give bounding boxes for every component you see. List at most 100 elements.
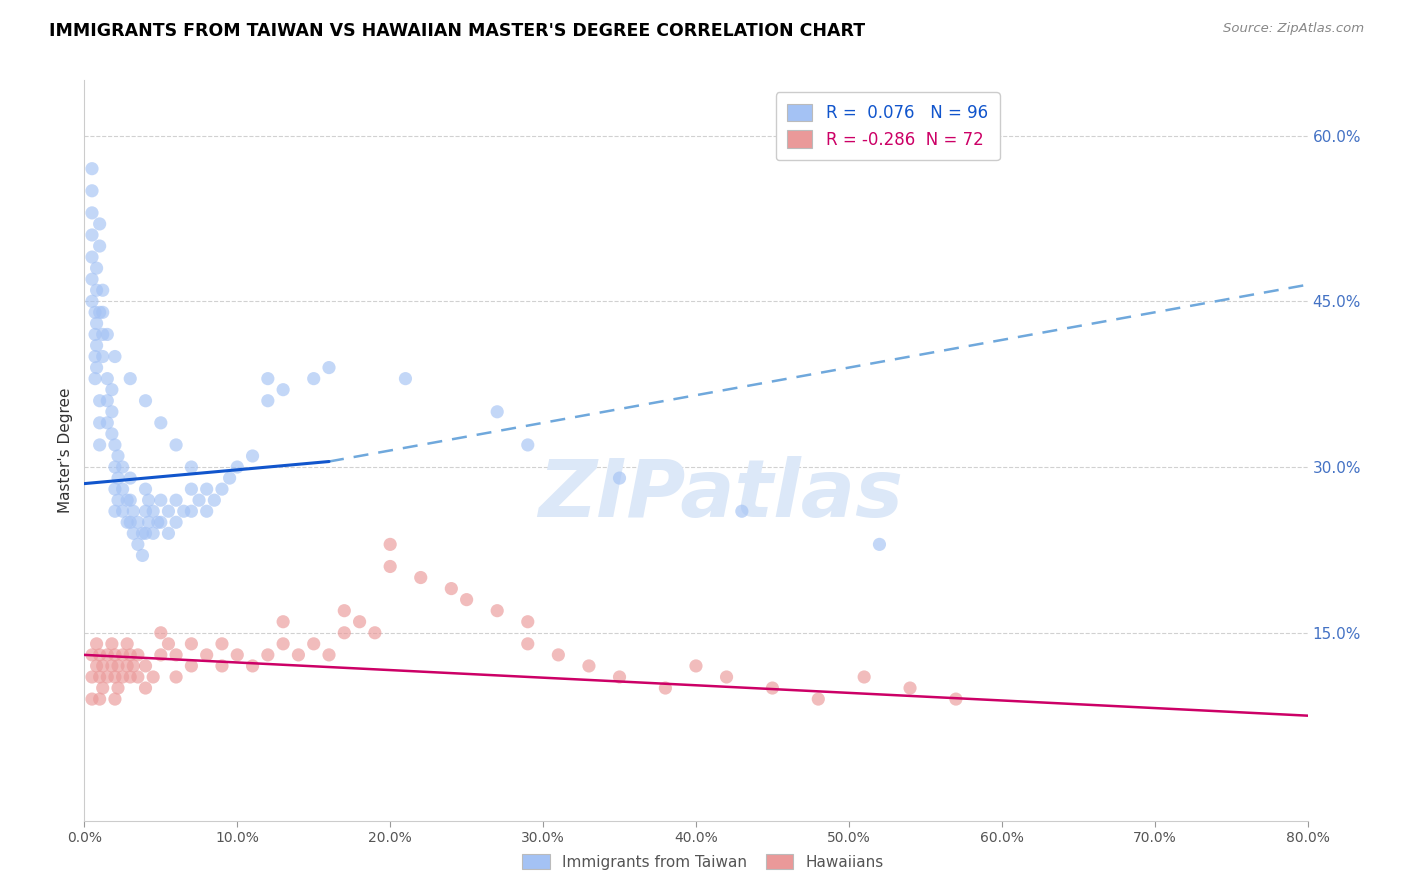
Point [142,504,165,518]
Point [80,272,103,286]
Point [135,504,157,518]
Point [180,460,202,475]
Point [115,659,138,673]
Point [180,659,202,673]
Point [86,659,108,673]
Point [135,659,157,673]
Point [96,327,118,342]
Point [135,393,157,408]
Point [101,383,124,397]
Point [91,283,114,297]
Point [96,371,118,385]
Point [80,670,103,684]
Point [111,648,134,662]
Point [127,648,149,662]
Point [165,670,187,684]
Point [104,648,127,662]
Point [86,338,108,352]
Point [716,670,738,684]
Point [120,371,142,385]
Point [86,261,108,276]
Point [111,670,134,684]
Point [271,383,294,397]
Legend: R =  0.076   N = 96, R = -0.286  N = 72: R = 0.076 N = 96, R = -0.286 N = 72 [776,92,1000,161]
Point [120,471,142,485]
Point [104,482,127,496]
Text: Source: ZipAtlas.com: Source: ZipAtlas.com [1223,22,1364,36]
Point [115,637,138,651]
Point [80,648,103,662]
Point [101,637,124,651]
Point [111,504,134,518]
Point [271,615,294,629]
Point [226,648,249,662]
Point [127,516,149,530]
Point [211,482,233,496]
Point [257,371,280,385]
Point [89,670,111,684]
Point [173,504,195,518]
Point [486,604,509,618]
Point [104,438,127,452]
Point [211,659,233,673]
Point [80,227,103,242]
Point [547,648,569,662]
Point [122,504,145,518]
Point [135,482,157,496]
Point [96,393,118,408]
Point [101,426,124,441]
Point [165,493,187,508]
Point [135,681,157,695]
Point [142,526,165,541]
Point [115,516,138,530]
Point [80,250,103,264]
Point [131,526,153,541]
Point [898,681,921,695]
Point [131,549,153,563]
Point [84,327,107,342]
Point [945,692,967,706]
Point [761,681,783,695]
Point [195,482,218,496]
Point [149,625,172,640]
Point [165,516,187,530]
Point [89,648,111,662]
Point [654,681,676,695]
Point [138,493,160,508]
Point [91,659,114,673]
Point [89,692,111,706]
Point [107,659,129,673]
Point [104,670,127,684]
Point [349,615,371,629]
Point [188,493,211,508]
Point [89,393,111,408]
Point [180,482,202,496]
Point [122,659,145,673]
Point [180,637,202,651]
Point [380,537,402,551]
Point [91,305,114,319]
Point [318,648,340,662]
Point [609,471,631,485]
Point [96,648,118,662]
Point [149,416,172,430]
Point [107,449,129,463]
Point [302,637,325,651]
Point [91,681,114,695]
Point [127,537,149,551]
Point [96,416,118,430]
Text: ZIPatlas: ZIPatlas [538,456,903,534]
Point [122,526,145,541]
Point [80,692,103,706]
Point [135,526,157,541]
Point [333,625,356,640]
Point [107,471,129,485]
Point [80,294,103,309]
Point [89,217,111,231]
Point [104,692,127,706]
Point [685,659,707,673]
Point [86,283,108,297]
Point [84,371,107,385]
Point [89,239,111,253]
Point [218,471,240,485]
